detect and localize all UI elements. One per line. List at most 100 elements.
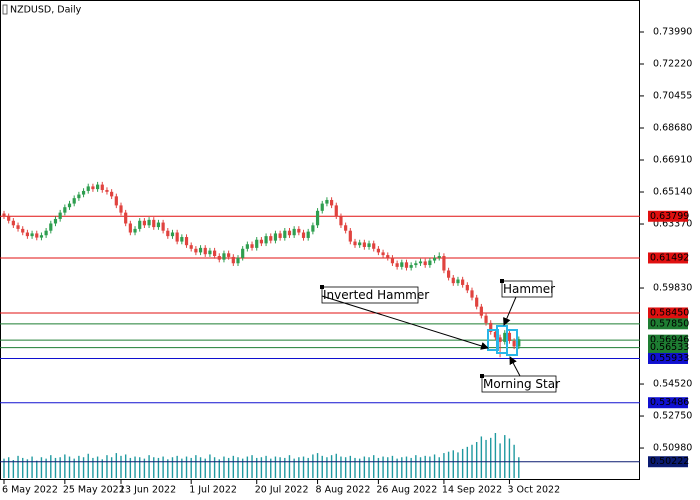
candle-body [278, 233, 282, 238]
candle-body [161, 222, 165, 231]
candle-body [334, 205, 338, 217]
x-tick-label: 1 Jul 2022 [189, 485, 237, 496]
candle-body [269, 236, 273, 241]
annotation-arrow [503, 296, 517, 326]
candle-body [241, 248, 245, 258]
level-label-box [648, 397, 688, 409]
y-tick-label: 0.72220 [653, 59, 692, 70]
annotation-text: Morning Star [483, 377, 560, 391]
candle-body [100, 184, 104, 191]
candle-body [423, 261, 427, 266]
candle-body [264, 236, 268, 244]
chart-title: NZDUSD, Daily [10, 5, 82, 16]
candle-body [213, 250, 217, 257]
candle-body [133, 228, 137, 233]
candle-body [245, 244, 249, 249]
candle-body [517, 339, 521, 347]
level-label-box [648, 334, 688, 346]
candle-body [2, 213, 6, 217]
pattern-box [506, 329, 518, 356]
candle-body [180, 237, 184, 242]
candle-body [81, 190, 86, 195]
candle-body [170, 232, 175, 237]
candle-body [362, 242, 366, 247]
candle-body [372, 243, 376, 249]
level-label: 0.61492 [650, 252, 689, 263]
candle-body [301, 232, 306, 238]
y-tick-label: 0.73990 [653, 27, 692, 38]
annotation-anchor [480, 374, 484, 378]
candle-body [198, 247, 203, 253]
y-tick-label: 0.66910 [653, 155, 692, 166]
candle-body [409, 265, 413, 268]
annotation-box [501, 280, 553, 298]
y-tick-label: 0.70455 [653, 90, 692, 101]
candle-body [49, 223, 53, 231]
y-tick-label: 0.59830 [653, 283, 692, 294]
candle-body [175, 232, 179, 242]
candle-body [138, 220, 142, 229]
annotation-anchor [320, 285, 324, 289]
candle-body [512, 340, 516, 347]
candle-body [306, 231, 310, 238]
level-label-box [648, 318, 688, 330]
x-tick-label: 14 Sep 2022 [442, 485, 502, 496]
candle-body [119, 205, 123, 213]
level-label: 0.63799 [650, 211, 689, 222]
candle-body [110, 191, 114, 197]
candle-body [381, 252, 385, 256]
x-tick-label: 26 Aug 2022 [376, 485, 437, 496]
candle-body [297, 228, 301, 233]
annotation-box [481, 375, 557, 393]
candle-body [91, 186, 95, 190]
level-label: 0.58450 [650, 307, 689, 318]
candle-body [447, 270, 451, 278]
annotation-text: Inverted Hammer [323, 288, 429, 302]
candle-body [287, 230, 292, 236]
annotation-text: Hammer [503, 282, 555, 296]
candle-body [16, 225, 20, 229]
level-label-box [648, 210, 688, 222]
x-tick-label: 8 Aug 2022 [316, 485, 371, 496]
x-tick-label: 13 Jun 2022 [119, 485, 176, 496]
level-label-box [648, 252, 688, 264]
candle-body [203, 247, 207, 255]
candle-body [432, 257, 437, 261]
candle-body [128, 223, 132, 233]
candle-body [152, 219, 156, 228]
candle-body [451, 277, 455, 284]
candle-body [320, 203, 324, 211]
candle-body [208, 250, 212, 255]
candle-body [255, 239, 259, 248]
candle-body [142, 220, 146, 226]
y-tick-label: 0.50980 [653, 443, 692, 454]
level-label: 0.56946 [650, 335, 689, 346]
candle-body [283, 230, 287, 238]
level-label: 0.56533 [650, 342, 689, 353]
candle-body [390, 257, 395, 264]
y-tick-label: 0.65140 [653, 187, 692, 198]
candle-body [311, 225, 315, 232]
y-tick-label: 0.54520 [653, 379, 692, 390]
candle-body [475, 297, 479, 307]
candle-body [184, 237, 189, 246]
candle-body [414, 263, 418, 266]
candle-body [58, 212, 62, 219]
candle-body [507, 332, 512, 341]
candle-body [348, 230, 352, 242]
candle-body [259, 239, 263, 244]
level-label-box [648, 307, 688, 319]
candle-body [273, 233, 278, 241]
candle-body [156, 222, 161, 228]
candle-body [395, 263, 399, 267]
candle-body [72, 198, 76, 204]
candle-body [217, 256, 221, 260]
x-tick-label: 25 May 2022 [63, 485, 125, 496]
candle-body [461, 279, 465, 285]
candle-body [194, 248, 198, 253]
candle-body [222, 253, 226, 260]
candle-body [11, 220, 15, 226]
annotation-arrow [509, 356, 521, 377]
candle-body [367, 243, 371, 247]
